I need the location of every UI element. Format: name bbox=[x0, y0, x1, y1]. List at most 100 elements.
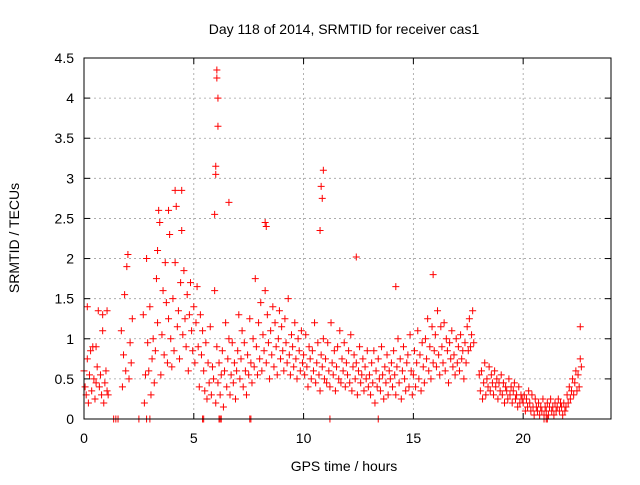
data-point bbox=[464, 347, 472, 355]
data-point bbox=[353, 391, 361, 399]
data-point bbox=[301, 371, 309, 379]
data-point bbox=[458, 355, 466, 363]
data-point bbox=[215, 359, 223, 367]
data-point bbox=[275, 307, 283, 315]
data-point bbox=[98, 391, 106, 399]
data-point bbox=[92, 343, 100, 351]
data-point bbox=[190, 303, 198, 311]
data-point bbox=[488, 379, 496, 387]
data-point bbox=[292, 355, 300, 363]
data-point bbox=[180, 267, 188, 275]
data-point bbox=[572, 367, 580, 375]
data-point bbox=[235, 311, 243, 319]
data-point bbox=[304, 383, 312, 391]
data-point bbox=[308, 347, 316, 355]
data-point bbox=[228, 339, 236, 347]
data-point bbox=[424, 315, 432, 323]
data-point bbox=[148, 355, 156, 363]
data-point bbox=[346, 379, 354, 387]
data-point bbox=[229, 379, 237, 387]
data-point bbox=[171, 259, 179, 267]
data-point bbox=[363, 347, 371, 355]
x-tick-label: 15 bbox=[406, 430, 422, 446]
data-point bbox=[369, 379, 377, 387]
y-tick-label: 0 bbox=[66, 411, 74, 427]
data-point bbox=[362, 375, 370, 383]
data-point bbox=[463, 323, 471, 331]
data-point bbox=[576, 323, 584, 331]
data-point bbox=[395, 379, 403, 387]
data-point bbox=[372, 367, 380, 375]
data-point bbox=[490, 391, 498, 399]
data-point bbox=[554, 395, 562, 403]
data-point bbox=[421, 335, 429, 343]
data-point bbox=[365, 371, 373, 379]
data-point bbox=[479, 395, 487, 403]
data-point bbox=[384, 391, 392, 399]
data-point bbox=[418, 339, 426, 347]
data-point bbox=[415, 375, 423, 383]
data-point bbox=[410, 347, 418, 355]
data-point bbox=[217, 371, 225, 379]
data-point bbox=[430, 347, 438, 355]
data-point bbox=[414, 327, 422, 335]
data-point bbox=[393, 363, 401, 371]
data-point bbox=[264, 339, 272, 347]
data-point bbox=[550, 411, 558, 419]
x-axis-label: GPS time / hours bbox=[291, 458, 398, 474]
data-point bbox=[155, 206, 163, 214]
data-point bbox=[528, 391, 536, 399]
data-point bbox=[93, 363, 101, 371]
data-point bbox=[256, 355, 264, 363]
data-point bbox=[328, 359, 336, 367]
data-point bbox=[96, 371, 104, 379]
data-point bbox=[336, 327, 344, 335]
data-point bbox=[242, 391, 250, 399]
data-point bbox=[494, 395, 502, 403]
data-point bbox=[124, 251, 132, 259]
data-point bbox=[298, 359, 306, 367]
data-point bbox=[419, 363, 427, 371]
data-point bbox=[345, 347, 353, 355]
data-point bbox=[492, 383, 500, 391]
data-point bbox=[434, 307, 442, 315]
data-point bbox=[213, 74, 221, 82]
data-point bbox=[449, 363, 457, 371]
data-point bbox=[435, 351, 443, 359]
x-tick-label: 20 bbox=[515, 430, 531, 446]
data-point bbox=[283, 359, 291, 367]
data-point bbox=[179, 331, 187, 339]
data-point bbox=[562, 403, 570, 411]
data-point bbox=[314, 339, 322, 347]
data-point bbox=[575, 383, 583, 391]
data-point bbox=[214, 379, 222, 387]
data-point bbox=[285, 351, 293, 359]
data-point bbox=[161, 259, 169, 267]
data-point bbox=[413, 359, 421, 367]
data-point bbox=[178, 226, 186, 234]
data-point bbox=[514, 403, 522, 411]
data-point bbox=[350, 351, 358, 359]
data-point bbox=[117, 327, 125, 335]
data-point bbox=[506, 391, 514, 399]
data-point bbox=[317, 182, 325, 190]
data-point bbox=[535, 399, 543, 407]
data-point bbox=[470, 339, 478, 347]
data-point bbox=[401, 375, 409, 383]
data-point bbox=[232, 395, 240, 403]
data-point bbox=[577, 363, 585, 371]
data-point bbox=[397, 395, 405, 403]
data-point bbox=[403, 359, 411, 367]
data-point bbox=[213, 343, 221, 351]
data-point bbox=[407, 367, 415, 375]
data-point bbox=[481, 359, 489, 367]
data-point bbox=[176, 355, 184, 363]
data-point bbox=[370, 347, 378, 355]
data-point bbox=[221, 367, 229, 375]
data-point bbox=[416, 351, 424, 359]
data-point bbox=[335, 375, 343, 383]
data-point bbox=[359, 355, 367, 363]
data-point bbox=[84, 399, 92, 407]
data-point bbox=[174, 307, 182, 315]
